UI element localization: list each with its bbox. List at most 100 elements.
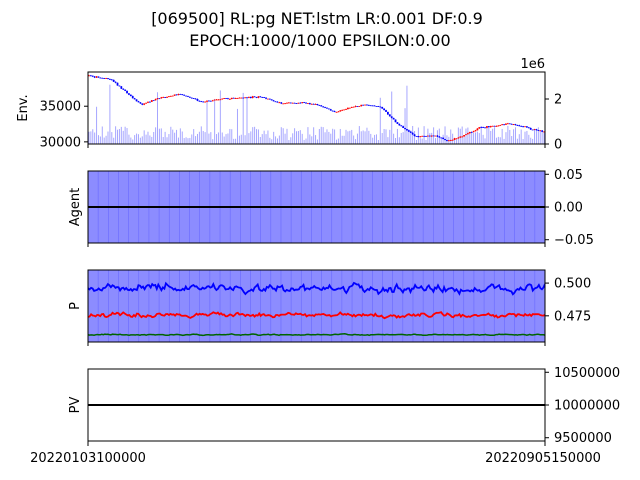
p-yticks: 0.500 0.475 <box>545 277 591 324</box>
volume-bar <box>404 108 406 144</box>
volume-bar <box>379 97 381 144</box>
volume-bar <box>541 131 543 144</box>
candle-body <box>131 96 134 99</box>
candle-body <box>156 98 159 100</box>
candle-body <box>331 110 334 112</box>
candle-body <box>293 102 296 104</box>
candle-body <box>246 97 248 99</box>
volume-bar <box>235 138 237 144</box>
candle-body <box>415 136 418 137</box>
volume-bar <box>101 126 103 144</box>
volume-bar <box>349 130 351 144</box>
candle-body <box>375 106 378 107</box>
volume-bar <box>193 129 195 144</box>
volume-bar <box>505 132 507 144</box>
volume-bar <box>326 129 328 144</box>
candle-body <box>352 106 355 108</box>
candle-body <box>406 129 408 131</box>
candle-body <box>466 133 469 135</box>
candle-body <box>173 94 176 96</box>
volume-bar <box>419 138 421 144</box>
candle-body <box>154 99 157 101</box>
volume-bar <box>332 128 334 144</box>
candle-body <box>465 134 467 136</box>
volume-bar <box>328 131 330 144</box>
candle-body <box>274 101 277 103</box>
volume-bar <box>425 140 427 144</box>
volume-bar <box>400 132 402 144</box>
volume-bar <box>372 137 374 144</box>
candle-body <box>166 96 168 98</box>
candle-body <box>183 94 186 96</box>
candle-body <box>491 125 494 127</box>
volume-bar <box>408 129 410 144</box>
volume-bar <box>480 126 482 144</box>
volume-bar <box>157 92 159 144</box>
volume-bar <box>238 135 240 144</box>
candle-body <box>297 102 300 104</box>
candle-body <box>327 108 330 110</box>
candle-body <box>204 101 207 103</box>
candle-body <box>503 124 505 126</box>
candle-body <box>347 107 349 110</box>
volume-bar <box>473 132 475 144</box>
candle-body <box>188 96 191 98</box>
volume-bar <box>463 136 465 144</box>
volume-bar <box>120 126 122 144</box>
candle-body <box>268 98 271 100</box>
candle-body <box>533 129 536 131</box>
ytick-label: 0.00 <box>554 201 583 216</box>
volume-bar <box>113 137 115 144</box>
candle-body <box>185 95 187 97</box>
volume-bar <box>288 140 290 144</box>
volume-bar <box>320 126 322 144</box>
candle-body <box>364 104 366 106</box>
volume-bar <box>518 134 520 144</box>
volume-bar <box>168 134 170 144</box>
volume-bar <box>315 135 317 144</box>
candle-body <box>326 107 328 109</box>
volume-bar <box>271 139 273 144</box>
volume-bar <box>421 138 423 144</box>
candle-body <box>329 109 332 111</box>
volume-bar <box>330 133 332 144</box>
volume-bar <box>117 129 119 144</box>
volume-bar <box>257 129 259 144</box>
volume-bar <box>324 132 326 144</box>
candle-body <box>526 126 528 128</box>
volume-bar <box>229 128 231 144</box>
candle-body <box>387 111 389 115</box>
candle-body <box>482 127 485 128</box>
volume-bar <box>339 128 341 144</box>
candle-body <box>223 98 226 99</box>
volume-bar <box>492 128 494 144</box>
volume-bar <box>275 136 277 144</box>
volume-bar <box>385 129 387 144</box>
candle-body <box>126 90 128 94</box>
candle-body <box>516 125 519 126</box>
volume-bar <box>396 128 398 144</box>
volume-bar <box>484 138 486 144</box>
candle-body <box>171 95 174 97</box>
candle-body <box>487 126 490 128</box>
volume-bar <box>322 127 324 144</box>
candle-body <box>105 78 107 79</box>
candle-body <box>135 99 138 102</box>
volume-bar <box>393 133 395 144</box>
candle-body <box>148 101 151 103</box>
candle-body <box>91 75 94 77</box>
candle-body <box>122 88 125 90</box>
candle-body <box>175 94 178 96</box>
volume-bar <box>147 131 149 144</box>
candle-body <box>486 126 488 128</box>
candle-body <box>287 102 290 104</box>
volume-bar <box>252 127 254 144</box>
candle-body <box>419 136 422 138</box>
volume-bar <box>196 133 198 144</box>
volume-bar <box>514 127 516 144</box>
volume-bar <box>92 129 94 144</box>
candle-body <box>88 75 90 77</box>
volume-bar <box>358 126 360 144</box>
candle-body <box>535 129 538 131</box>
pv-ylabel: PV <box>68 397 83 414</box>
